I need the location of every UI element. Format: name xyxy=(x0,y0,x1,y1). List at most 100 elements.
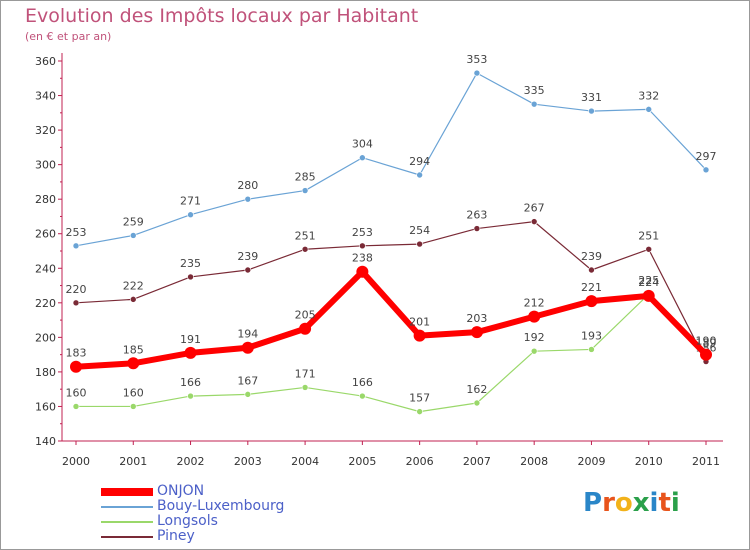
logo-letter: t xyxy=(658,488,671,518)
y-tick-label: 320 xyxy=(35,124,56,137)
data-point-onjon xyxy=(70,360,82,373)
x-tick-label: 2002 xyxy=(177,455,205,468)
x-tick-label: 2011 xyxy=(692,455,720,468)
data-label-piney: 239 xyxy=(237,250,258,263)
data-point-onjon xyxy=(356,265,369,278)
data-label-longsols: 193 xyxy=(581,329,602,342)
data-point-bouy-luxembourg xyxy=(129,232,137,239)
logo-letter: i xyxy=(670,488,680,518)
data-point-piney xyxy=(645,245,653,253)
data-label-onjon: 221 xyxy=(581,281,602,294)
x-tick-label: 2008 xyxy=(520,455,548,468)
data-point-onjon xyxy=(585,295,598,308)
legend-swatch-longsols xyxy=(101,521,153,523)
data-point-bouy-luxembourg xyxy=(645,106,653,113)
data-point-piney xyxy=(473,225,481,232)
data-point-bouy-luxembourg xyxy=(702,166,710,174)
series-line-onjon xyxy=(73,268,709,370)
data-label-piney: 235 xyxy=(180,257,201,270)
data-label-longsols: 192 xyxy=(524,331,545,344)
data-label-bouy-luxembourg: 297 xyxy=(696,150,717,163)
legend-label-piney: Piney xyxy=(157,528,195,544)
data-label-piney: 253 xyxy=(352,226,373,239)
data-label-bouy-luxembourg: 253 xyxy=(66,226,87,239)
x-tick-label: 2010 xyxy=(635,455,663,468)
legend-swatch-piney xyxy=(101,536,153,538)
data-point-bouy-luxembourg xyxy=(588,107,595,115)
y-tick-label: 300 xyxy=(35,159,56,172)
data-label-longsols: 225 xyxy=(638,274,659,287)
data-point-longsols xyxy=(187,392,194,400)
legend-label-longsols: Longsols xyxy=(157,513,218,529)
y-tick-label: 260 xyxy=(35,228,56,241)
data-point-longsols xyxy=(72,403,80,410)
data-point-piney xyxy=(187,273,194,281)
data-label-longsols: 162 xyxy=(466,383,487,396)
data-label-bouy-luxembourg: 294 xyxy=(409,155,430,168)
data-point-onjon xyxy=(184,346,197,359)
data-point-piney xyxy=(530,218,538,225)
data-label-piney: 239 xyxy=(581,250,602,263)
data-point-longsols xyxy=(588,346,595,353)
x-tick-label: 2004 xyxy=(291,455,319,468)
x-tick-label: 2009 xyxy=(577,455,605,468)
legend-label-onjon: ONJON xyxy=(157,483,205,499)
x-tick-label: 2003 xyxy=(234,455,262,468)
logo-letter: r xyxy=(602,488,615,518)
data-point-onjon xyxy=(642,289,655,302)
data-point-longsols xyxy=(473,399,481,407)
x-tick-label: 2001 xyxy=(119,455,147,468)
data-label-onjon: 183 xyxy=(66,347,87,360)
data-label-longsols: 157 xyxy=(409,392,430,405)
data-point-piney xyxy=(359,242,366,250)
x-tick-label: 2007 xyxy=(463,455,491,468)
data-label-longsols: 167 xyxy=(237,374,258,387)
data-label-bouy-luxembourg: 335 xyxy=(524,84,545,97)
legend-swatch-bouy-luxembourg xyxy=(101,506,153,508)
data-point-onjon xyxy=(127,357,140,370)
data-label-piney: 251 xyxy=(295,229,316,242)
data-label-piney: 254 xyxy=(409,224,430,237)
data-point-longsols xyxy=(244,391,252,398)
logo-letter: P xyxy=(583,488,603,518)
data-label-piney: 267 xyxy=(524,202,545,215)
data-point-onjon xyxy=(470,326,483,339)
data-point-piney xyxy=(588,266,595,274)
data-point-bouy-luxembourg xyxy=(72,242,80,250)
data-label-onjon: 238 xyxy=(352,252,373,265)
logo-letter: x xyxy=(632,488,650,518)
data-point-bouy-luxembourg xyxy=(530,100,538,108)
data-label-onjon: 203 xyxy=(466,312,487,325)
x-tick-label: 2005 xyxy=(348,455,376,468)
data-label-bouy-luxembourg: 353 xyxy=(466,53,487,66)
data-label-longsols: 160 xyxy=(66,386,87,399)
data-point-onjon xyxy=(413,329,426,342)
data-label-onjon: 194 xyxy=(237,328,258,341)
data-label-longsols: 171 xyxy=(295,367,316,380)
data-label-bouy-luxembourg: 331 xyxy=(581,91,602,104)
series-line-longsols xyxy=(75,293,707,413)
data-label-bouy-luxembourg: 332 xyxy=(638,89,659,102)
chart-title: Evolution des Impôts locaux par Habitant xyxy=(25,5,419,27)
data-point-bouy-luxembourg xyxy=(416,171,423,179)
data-label-piney: 220 xyxy=(66,283,87,296)
data-label-onjon: 191 xyxy=(180,333,201,346)
legend-label-bouy-luxembourg: Bouy-Luxembourg xyxy=(157,498,285,514)
data-point-onjon xyxy=(241,341,254,354)
data-point-onjon xyxy=(528,310,541,323)
data-point-piney xyxy=(72,299,80,307)
data-label-piney: 263 xyxy=(466,209,487,222)
y-tick-label: 180 xyxy=(35,366,56,379)
data-label-onjon: 212 xyxy=(524,297,545,310)
data-point-bouy-luxembourg xyxy=(244,195,252,203)
x-tick-label: 2006 xyxy=(406,455,434,468)
data-point-longsols xyxy=(301,384,309,391)
data-label-piney: 251 xyxy=(638,229,659,242)
y-tick-label: 220 xyxy=(35,297,56,310)
data-point-onjon xyxy=(700,348,712,361)
data-label-longsols: 166 xyxy=(352,376,373,389)
y-tick-label: 240 xyxy=(35,262,56,275)
data-label-longsols: 160 xyxy=(123,386,144,399)
data-point-piney xyxy=(301,245,309,253)
